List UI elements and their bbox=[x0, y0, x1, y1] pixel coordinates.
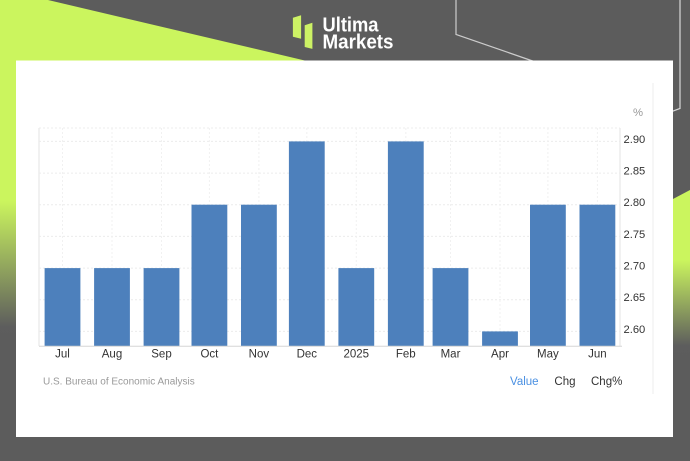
svg-text:Chg: Chg bbox=[554, 376, 575, 388]
svg-text:Nov: Nov bbox=[249, 348, 270, 360]
svg-text:2025: 2025 bbox=[344, 348, 370, 360]
svg-text:Apr: Apr bbox=[491, 348, 509, 360]
svg-text:Oct: Oct bbox=[200, 348, 219, 360]
svg-text:%: % bbox=[633, 107, 643, 119]
svg-text:2.80: 2.80 bbox=[624, 197, 646, 209]
svg-text:Markets: Markets bbox=[323, 32, 394, 54]
svg-text:2.70: 2.70 bbox=[624, 261, 646, 273]
svg-text:Dec: Dec bbox=[297, 348, 318, 360]
svg-text:Value: Value bbox=[510, 376, 539, 388]
svg-text:2.60: 2.60 bbox=[624, 324, 646, 336]
svg-text:Aug: Aug bbox=[102, 348, 122, 360]
svg-text:2.90: 2.90 bbox=[624, 134, 646, 146]
svg-text:Sep: Sep bbox=[151, 348, 171, 360]
svg-text:2.65: 2.65 bbox=[624, 292, 646, 304]
svg-text:May: May bbox=[537, 348, 559, 360]
svg-text:2.85: 2.85 bbox=[624, 166, 646, 178]
svg-text:Feb: Feb bbox=[396, 348, 416, 360]
svg-text:Chg%: Chg% bbox=[591, 376, 622, 388]
svg-text:U.S. Bureau of Economic Analys: U.S. Bureau of Economic Analysis bbox=[43, 377, 195, 388]
svg-text:Mar: Mar bbox=[441, 348, 461, 360]
svg-text:2.75: 2.75 bbox=[624, 229, 646, 241]
svg-text:Ultima: Ultima bbox=[323, 15, 380, 37]
svg-text:Jul: Jul bbox=[55, 348, 70, 360]
svg-text:Jun: Jun bbox=[588, 348, 607, 360]
